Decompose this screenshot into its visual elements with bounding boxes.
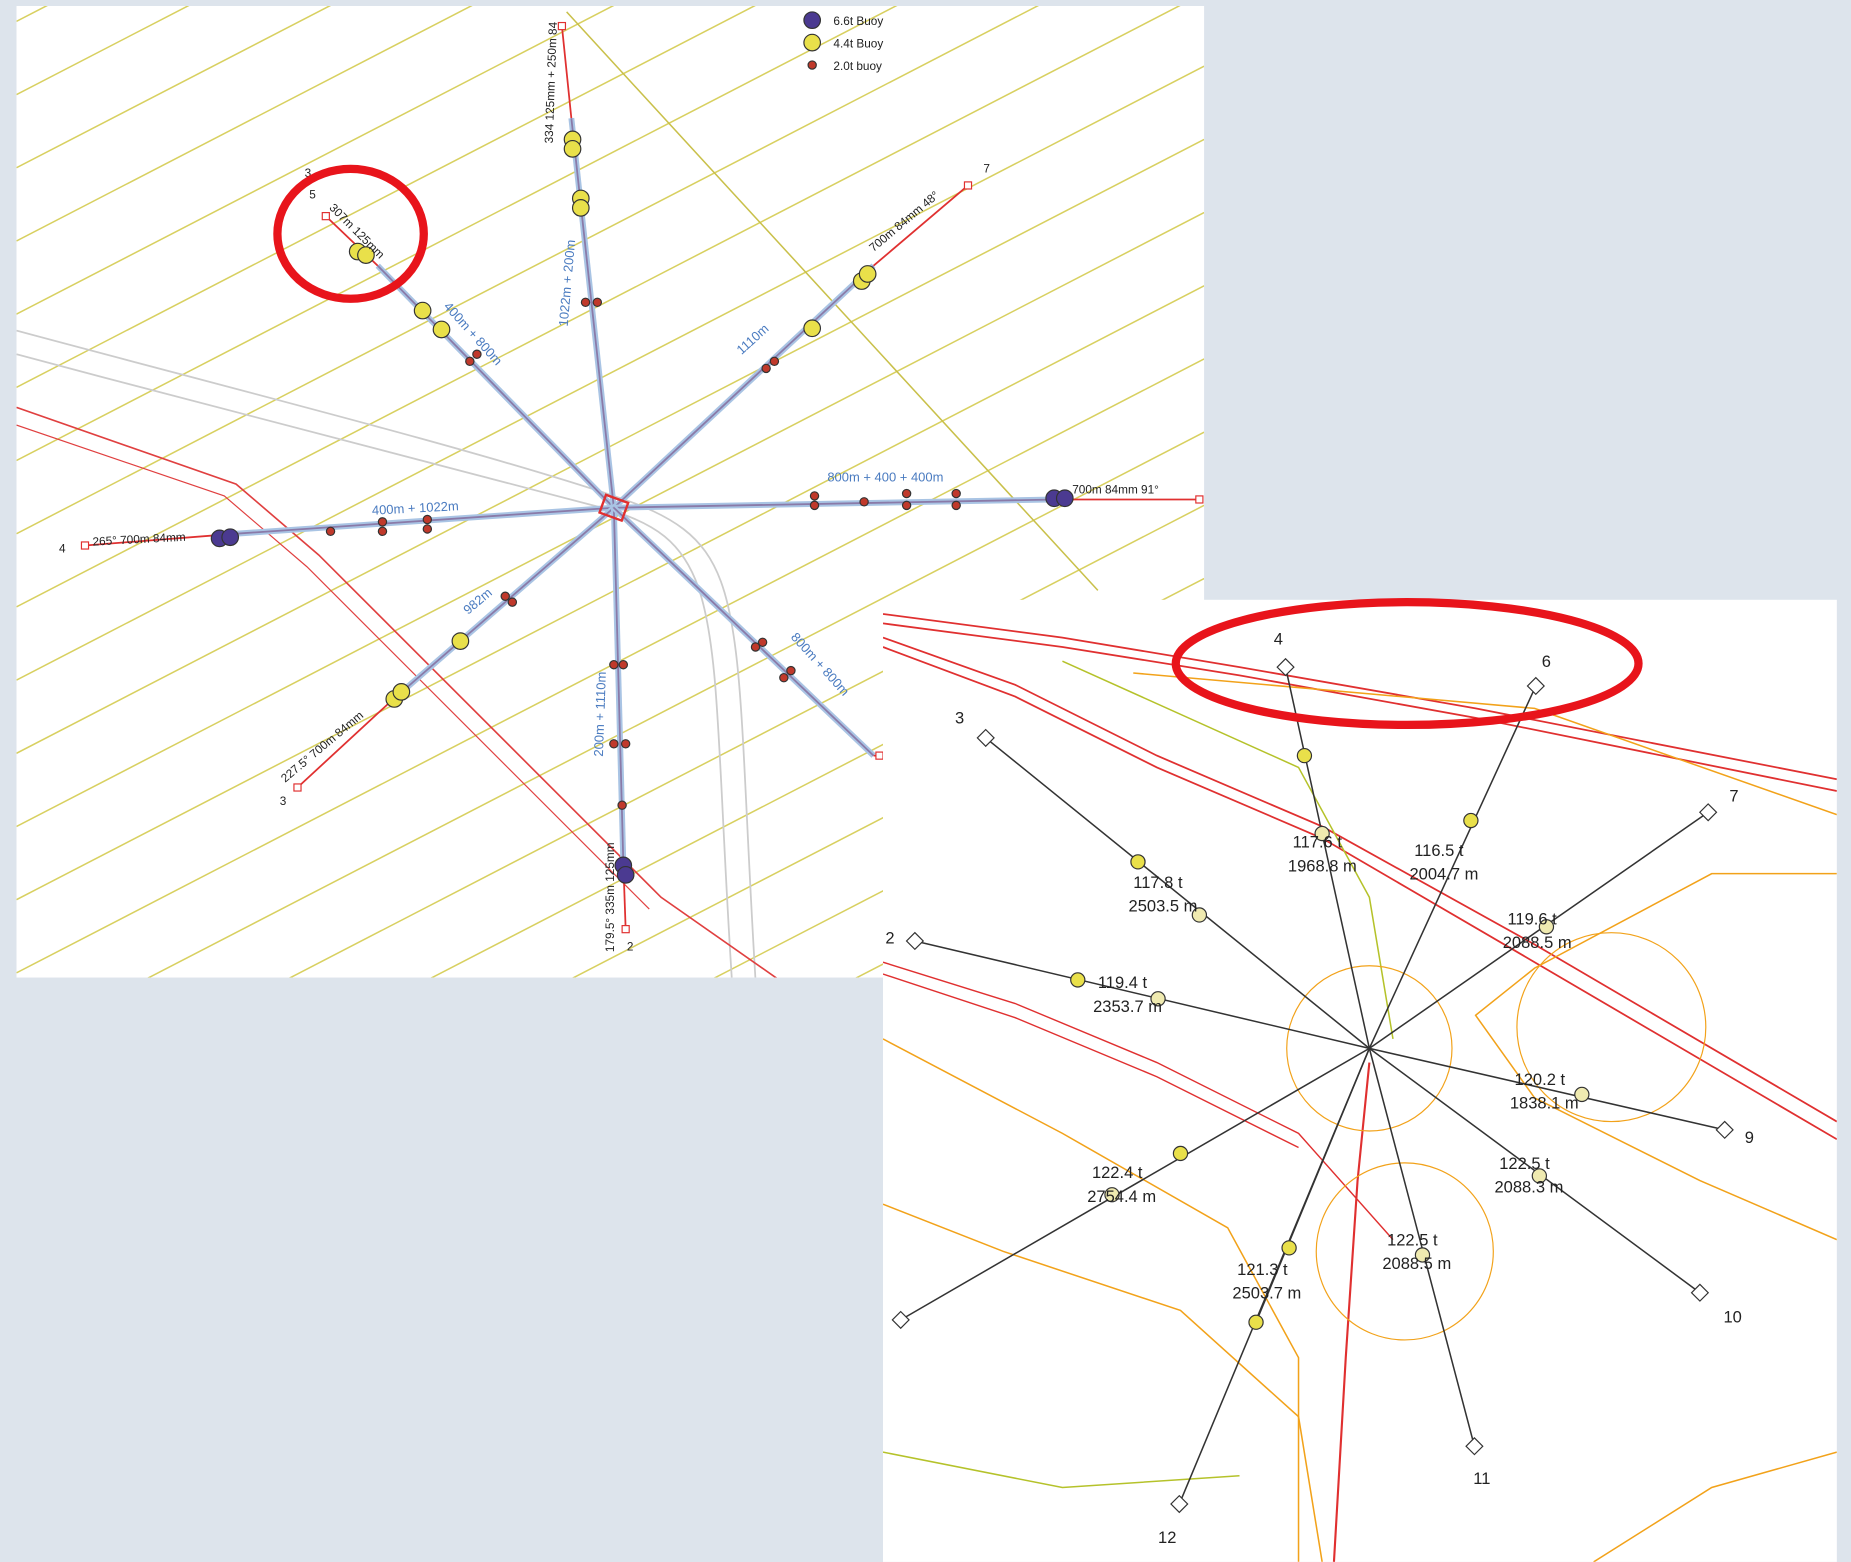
leg-tension: 120.2 t [1515, 1070, 1566, 1089]
leg-length: 1838.1 m [1510, 1094, 1579, 1113]
anchor [622, 926, 629, 933]
legend-label: 2.0t buoy [833, 59, 882, 73]
anchor-label: 2 [627, 939, 634, 953]
legend-label: 4.4t Buoy [833, 36, 883, 50]
buoy [1249, 1315, 1263, 1329]
buoy [902, 501, 910, 509]
anchor [81, 542, 88, 549]
buoy [1297, 749, 1311, 763]
buoy [610, 740, 618, 748]
buoy [452, 633, 469, 650]
leg-tension: 122.5 t [1499, 1154, 1550, 1173]
buoy [758, 638, 766, 646]
leg-length: 2503.5 m [1129, 896, 1198, 915]
right-panel [883, 600, 1837, 1562]
leg-tension: 116.5 t [1414, 841, 1464, 860]
buoy [952, 489, 960, 497]
buoy [222, 529, 239, 546]
anchor-label: 10 [1724, 1307, 1742, 1326]
mooring-comparison: 6.6t Buoy4.4t Buoy2.0t buoy307m 125mm400… [0, 0, 1851, 1562]
anchor [1196, 496, 1203, 503]
line-label: 700m 84mm 91° [1072, 483, 1159, 497]
anchor-label: 6 [1542, 652, 1551, 671]
leg-tension: 117.8 t [1133, 873, 1183, 892]
anchor-label: 11 [1473, 1469, 1490, 1488]
leg-length: 2754.4 m [1087, 1187, 1156, 1206]
buoy [860, 498, 868, 506]
leg-tension: 121.3 t [1237, 1260, 1288, 1279]
buoy [573, 200, 590, 217]
anchor [876, 752, 883, 759]
buoy [1071, 973, 1085, 987]
buoy [1173, 1146, 1187, 1160]
buoy [581, 298, 589, 306]
anchor-label: 2 [885, 928, 894, 947]
buoy [1057, 490, 1074, 507]
anchor-label: 7 [983, 161, 990, 175]
buoy [378, 527, 386, 535]
anchor-label: 3 [955, 709, 964, 728]
buoy [619, 661, 627, 669]
leg-length: 2503.7 m [1232, 1284, 1301, 1303]
leg-length: 2088.5 m [1382, 1254, 1451, 1273]
buoy [593, 298, 601, 306]
leg-tension: 122.4 t [1092, 1163, 1143, 1182]
buoy [808, 61, 816, 69]
anchor-label: 3 [280, 794, 287, 808]
buoy [617, 867, 634, 884]
line-label: 200m + 1110m [591, 671, 609, 756]
leg-length: 2088.3 m [1494, 1177, 1563, 1196]
leg-tension: 122.5 t [1387, 1231, 1438, 1250]
buoy [1282, 1241, 1296, 1255]
buoy [859, 266, 876, 283]
buoy [433, 321, 450, 338]
buoy [810, 501, 818, 509]
leg-length: 2088.5 m [1503, 933, 1572, 952]
leg-length: 1968.8 m [1288, 856, 1357, 875]
buoy [378, 518, 386, 526]
anchor [322, 213, 329, 220]
anchor-label: 12 [1158, 1528, 1176, 1547]
line-label: 179.5° 335m 125mm [603, 842, 617, 952]
buoy [423, 515, 431, 523]
leg-tension: 119.4 t [1098, 973, 1148, 992]
buoy [393, 684, 410, 701]
buoy [804, 320, 821, 337]
anchor [294, 784, 301, 791]
leg-tension: 119.6 t [1507, 909, 1557, 928]
buoy [762, 364, 770, 372]
line-label: 800m + 400 + 400m [827, 470, 943, 485]
buoy [564, 141, 581, 158]
leg-length: 2353.7 m [1093, 997, 1162, 1016]
buoy [780, 674, 788, 682]
buoy [622, 740, 630, 748]
anchor-label: 9 [1745, 1128, 1754, 1147]
anchor-label: 4 [1274, 630, 1283, 649]
buoy [804, 34, 821, 51]
buoy [501, 592, 509, 600]
legend-label: 6.6t Buoy [833, 14, 883, 28]
buoy [618, 801, 626, 809]
buoy [952, 501, 960, 509]
leg-tension: 117.6 t [1293, 833, 1343, 852]
anchor-label: 4 [59, 542, 66, 556]
anchor-label: 5 [309, 187, 316, 201]
buoy [1464, 813, 1478, 827]
buoy [787, 666, 795, 674]
buoy [508, 598, 516, 606]
buoy [902, 489, 910, 497]
buoy [770, 357, 778, 365]
anchor [964, 182, 971, 189]
buoy [1131, 855, 1145, 869]
anchor-label: 7 [1729, 787, 1738, 806]
buoy [423, 525, 431, 533]
buoy [326, 527, 334, 535]
buoy [466, 357, 474, 365]
buoy [804, 12, 821, 29]
leg-length: 2004.7 m [1409, 865, 1478, 884]
buoy [810, 492, 818, 500]
buoy [610, 661, 618, 669]
buoy [414, 302, 431, 319]
